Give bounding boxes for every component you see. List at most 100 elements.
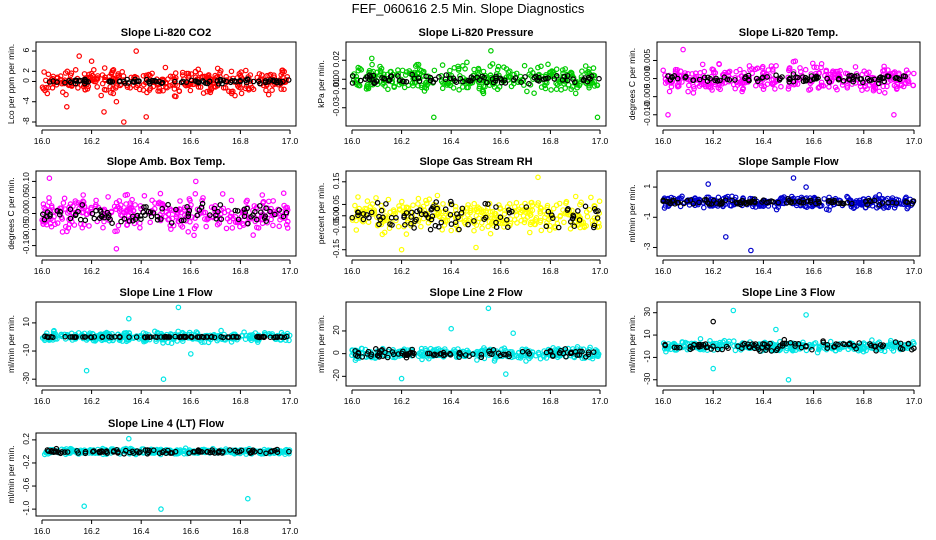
- data-point: [790, 69, 797, 75]
- data-point: [200, 195, 206, 201]
- y-tick-label: 6: [21, 47, 31, 52]
- data-point: [442, 206, 449, 213]
- data-point: [64, 68, 71, 75]
- chart-title: Slope Li-820 CO2: [121, 27, 211, 39]
- data-point: [219, 80, 225, 87]
- data-point: [474, 357, 480, 363]
- data-point: [165, 76, 171, 82]
- data-point: [219, 191, 226, 197]
- data-point: [732, 194, 739, 201]
- data-point: [535, 174, 541, 181]
- data-point: [556, 200, 563, 207]
- y-axis-label: ml/min per min.: [6, 315, 16, 373]
- data-point: [193, 178, 199, 185]
- data-point: [415, 195, 422, 202]
- data-point: [168, 220, 175, 226]
- data-point: [442, 217, 449, 224]
- data-point: [864, 201, 870, 208]
- data-point: [773, 72, 779, 79]
- data-point: [821, 196, 828, 202]
- data-point: [800, 199, 807, 206]
- data-point: [101, 109, 107, 115]
- data-point: [185, 210, 192, 217]
- x-tick-label: 16.2: [83, 396, 100, 406]
- data-point: [260, 200, 266, 206]
- data-point: [250, 232, 257, 238]
- data-point: [665, 73, 671, 79]
- data-point: [557, 213, 563, 220]
- y-tick-label: -0.010: [642, 101, 652, 125]
- data-point: [785, 376, 792, 383]
- data-point: [391, 208, 397, 215]
- data-point: [900, 73, 907, 79]
- y-axis-label: kPa per min.: [316, 60, 326, 108]
- data-point: [385, 196, 392, 203]
- data-point: [51, 208, 58, 214]
- chart-title: Slope Li-820 Pressure: [419, 27, 534, 39]
- data-point: [476, 77, 483, 83]
- data-point: [567, 211, 573, 217]
- data-point: [909, 200, 916, 207]
- data-point: [567, 219, 574, 225]
- data-point: [369, 61, 375, 68]
- data-point: [196, 207, 203, 213]
- data-point: [43, 84, 49, 91]
- y-axis-label: degrees C per min.: [6, 177, 16, 249]
- data-point: [395, 223, 402, 230]
- data-point: [217, 202, 224, 208]
- data-point: [838, 200, 844, 206]
- data-point: [884, 203, 891, 209]
- data-point: [526, 80, 532, 87]
- data-point: [487, 209, 493, 215]
- data-point: [122, 192, 129, 199]
- data-point: [732, 75, 739, 81]
- data-point: [787, 76, 793, 83]
- chart-title: Slope Sample Flow: [738, 156, 839, 168]
- data-point: [589, 80, 596, 86]
- data-point: [773, 326, 779, 333]
- data-point: [268, 216, 274, 223]
- data-point: [476, 215, 482, 222]
- data-point: [373, 195, 379, 201]
- data-point: [362, 76, 369, 82]
- data-point: [136, 86, 143, 93]
- data-point: [668, 83, 675, 90]
- data-point: [61, 80, 67, 87]
- data-point: [547, 69, 554, 76]
- data-point: [535, 64, 541, 71]
- data-point: [533, 215, 540, 221]
- data-point: [710, 318, 717, 325]
- data-point: [80, 192, 87, 198]
- y-tick-label: -0.03: [331, 97, 341, 117]
- data-point: [243, 67, 249, 74]
- data-point: [434, 205, 441, 212]
- data-point: [418, 82, 425, 89]
- data-point: [278, 214, 285, 220]
- y-tick-label: 0.02: [331, 51, 341, 68]
- data-point: [509, 208, 515, 215]
- data-point: [226, 88, 232, 95]
- data-point: [537, 219, 544, 226]
- plot-frame: [656, 170, 921, 257]
- data-point: [473, 222, 480, 228]
- data-point: [67, 79, 74, 86]
- data-point: [734, 82, 741, 88]
- data-point: [884, 83, 890, 90]
- data-point: [98, 213, 105, 220]
- data-point: [752, 82, 759, 89]
- data-point: [697, 335, 704, 342]
- series-avg: [39, 200, 290, 227]
- x-tick-label: 17.0: [282, 526, 299, 536]
- data-point: [501, 211, 508, 217]
- data-point: [113, 246, 120, 252]
- chart-title: Slope Line 1 Flow: [120, 287, 213, 299]
- data-point: [710, 197, 717, 204]
- data-point: [436, 214, 443, 220]
- y-tick-label: 0: [331, 350, 341, 355]
- series-avg: [665, 71, 909, 87]
- data-point: [94, 84, 101, 90]
- data-point: [181, 204, 188, 211]
- data-point: [414, 208, 420, 215]
- data-point: [353, 227, 360, 233]
- data-point: [228, 68, 235, 75]
